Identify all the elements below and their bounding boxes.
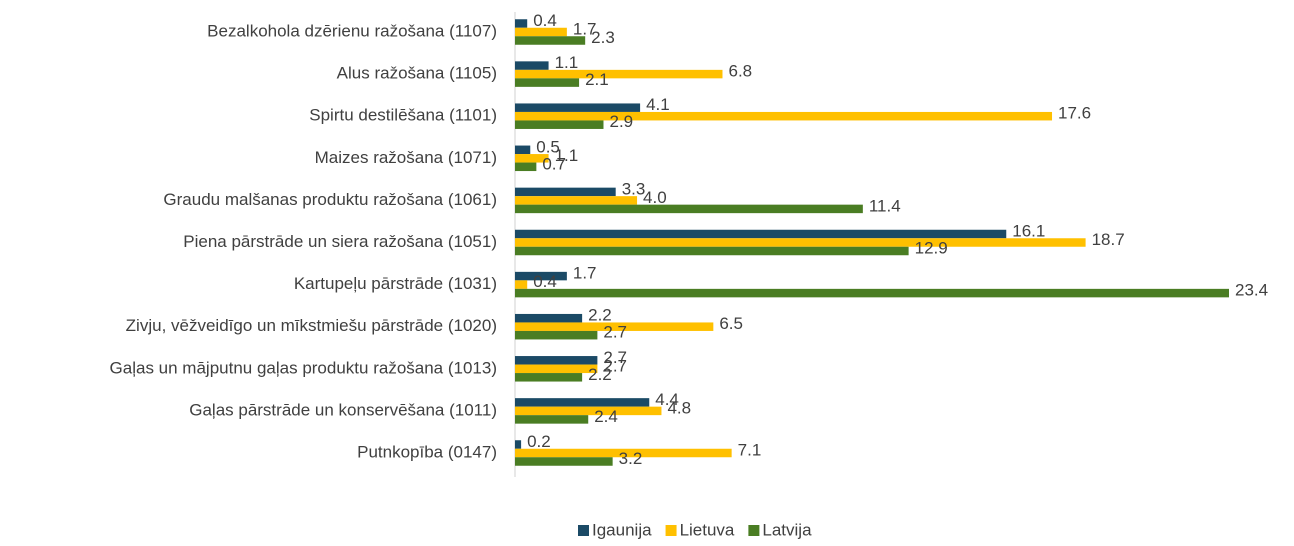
bar (515, 448, 732, 458)
data-label: 4.1 (646, 95, 670, 114)
legend-swatch (578, 525, 589, 536)
bar (515, 364, 598, 374)
bar (515, 280, 528, 289)
bar (515, 238, 1086, 247)
y-tick-label: Spirtu destilēšana (1101) (309, 106, 497, 125)
legend-swatch (665, 525, 677, 536)
data-label: 17.6 (1058, 104, 1091, 123)
bar (515, 406, 662, 416)
bar (515, 145, 531, 155)
bar (515, 111, 1053, 121)
data-label: 2.9 (609, 112, 633, 131)
bar (515, 120, 604, 129)
data-label: 2.7 (603, 348, 627, 367)
bar (515, 103, 641, 112)
bar (515, 322, 714, 331)
bar (515, 196, 638, 205)
bar (515, 27, 567, 37)
bar (515, 415, 589, 424)
bar (515, 78, 580, 87)
bar (515, 204, 863, 214)
data-label: 11.4 (869, 196, 901, 215)
data-label: 23.4 (1235, 281, 1268, 300)
data-label: 3.3 (622, 179, 646, 198)
y-tick-label: Gaļas pārstrāde un konservēšana (1011) (189, 400, 497, 419)
data-label: 0.5 (536, 137, 560, 156)
bar (515, 271, 567, 281)
data-label: 2.7 (603, 356, 627, 375)
bar (515, 162, 537, 172)
data-label: 0.4 (533, 272, 557, 291)
y-tick-label: Gaļas un mājputnu gaļas produktu ražošan… (110, 358, 497, 377)
data-label: 18.7 (1092, 230, 1125, 249)
bar (515, 330, 598, 340)
legend-swatch (748, 525, 760, 536)
bar (515, 313, 583, 323)
data-label: 3.2 (619, 449, 643, 468)
y-tick-label: Bezalkohola dzērienu ražošana (1107) (207, 21, 497, 40)
y-tick-label: Kartupeļu pārstrāde (1031) (294, 274, 497, 293)
bar (515, 36, 586, 45)
bar (515, 69, 723, 79)
data-label: 2.1 (585, 70, 609, 89)
bar (515, 154, 549, 163)
data-label: 0.7 (542, 154, 566, 173)
data-label: 2.3 (591, 28, 615, 47)
bar (515, 457, 613, 466)
bar (515, 398, 650, 407)
data-label: 2.2 (588, 365, 612, 384)
data-label: 1.1 (555, 53, 579, 72)
bar (515, 229, 1007, 239)
data-label: 16.1 (1012, 221, 1045, 240)
y-tick-label: Putnkopība (0147) (357, 442, 497, 461)
data-label: 1.1 (555, 146, 579, 165)
bar (515, 246, 909, 256)
data-label: 1.7 (573, 19, 597, 38)
y-tick-label: Graudu malšanas produktu ražošana (1061) (163, 190, 497, 209)
bar (515, 356, 598, 365)
data-label: 6.8 (728, 62, 752, 81)
bar (515, 288, 1229, 298)
y-tick-label: Alus ražošana (1105) (337, 64, 497, 83)
data-label: 6.5 (719, 314, 743, 333)
legend-label: Lietuva (680, 520, 735, 539)
data-label: 2.2 (588, 306, 612, 325)
bar (515, 61, 549, 70)
data-label: 2.7 (603, 323, 627, 342)
bar (515, 373, 583, 382)
bar (515, 187, 616, 197)
y-tick-label: Zivju, vēžveidīgo un mīkstmiešu pārstrād… (126, 316, 497, 335)
data-label: 2.4 (594, 407, 618, 426)
data-label: 4.0 (643, 188, 667, 207)
data-label: 1.7 (573, 264, 597, 283)
y-tick-label: Maizes ražošana (1071) (315, 148, 497, 167)
data-label: 0.2 (527, 432, 551, 451)
legend-label: Latvija (762, 520, 812, 539)
legend-label: Igaunija (592, 520, 652, 539)
data-label: 7.1 (738, 440, 762, 459)
y-tick-label: Piena pārstrāde un siera ražošana (1051) (183, 232, 497, 251)
data-label: 4.4 (655, 390, 679, 409)
bar (515, 440, 522, 449)
data-label: 0.4 (533, 11, 557, 30)
bar (515, 19, 528, 28)
data-label: 4.8 (667, 398, 691, 417)
data-label: 12.9 (915, 238, 948, 257)
